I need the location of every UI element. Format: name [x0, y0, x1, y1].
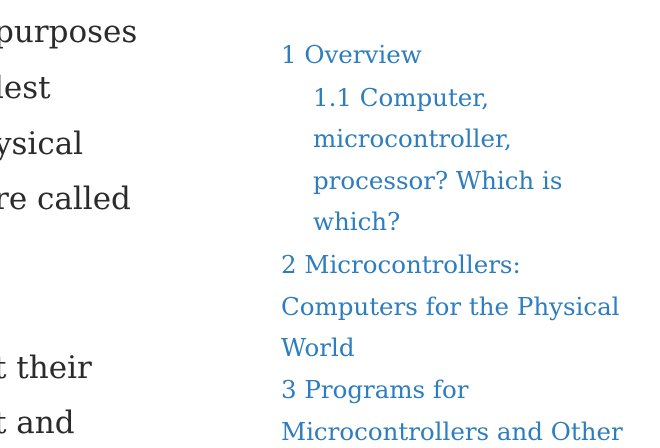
- article-text-line: re called: [0, 181, 131, 217]
- article-text-line: t and: [0, 405, 75, 441]
- article-text-line: t their: [0, 350, 92, 386]
- toc-link-computer-microcontroller-processor[interactable]: microcontroller,: [313, 124, 512, 153]
- toc-link-overview[interactable]: 1 Overview: [281, 40, 422, 69]
- toc-link-computer-microcontroller-processor[interactable]: 1.1 Computer,: [313, 83, 490, 112]
- article-text-line: lest: [0, 70, 51, 106]
- toc-link-programs-for-microcontrollers[interactable]: 3 Programs for: [281, 375, 469, 404]
- toc-link-computer-microcontroller-processor[interactable]: which?: [313, 207, 401, 236]
- toc-link-microcontrollers-physical-world[interactable]: 2 Microcontrollers:: [281, 250, 521, 279]
- article-body-partial: purposes lest ysical re called t their t…: [0, 0, 250, 448]
- toc-link-computer-microcontroller-processor[interactable]: processor? Which is: [313, 166, 563, 195]
- toc-link-programs-for-microcontrollers[interactable]: Microcontrollers and Other: [281, 417, 623, 446]
- article-text-line: purposes: [0, 14, 138, 50]
- toc-link-microcontrollers-physical-world[interactable]: World: [281, 333, 355, 362]
- toc-link-microcontrollers-physical-world[interactable]: Computers for the Physical: [281, 292, 620, 321]
- article-text-line: ysical: [0, 126, 84, 162]
